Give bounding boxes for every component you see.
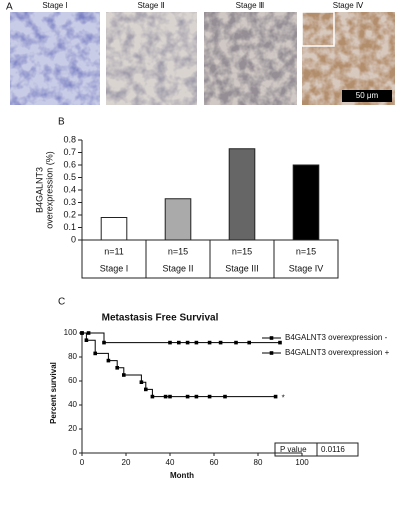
y-tick-label: 20 [68,424,77,433]
panel-label: C [58,297,65,308]
inset-frame [301,11,335,47]
y-tick-label: 0 [73,448,78,457]
y-tick-label: 0.5 [63,172,76,182]
legend-label: B4GALNT3 overexpression - [285,333,388,342]
y-axis-label: Percent survival [49,362,58,424]
y-tick-label: 0.3 [63,197,76,207]
x-tick-label: 80 [254,458,263,467]
sample-size: n=15 [232,246,252,256]
survival-step [141,381,147,390]
p-value-label: P value [280,445,307,454]
x-tick-label: Stage III [225,263,259,273]
x-tick-label: 0 [80,458,85,467]
survival-step [108,360,118,368]
micrograph-texture [302,12,395,105]
bar [292,164,320,241]
x-tick-label: Stage IV [289,263,324,273]
annotation: * [282,394,285,403]
survival-marker [273,394,278,399]
x-tick-label: 20 [122,458,131,467]
survival-step [145,388,153,397]
x-tick-label: 60 [210,458,219,467]
y-tick-label: 100 [64,328,78,337]
panel-label: B [58,117,65,128]
survival-marker [84,338,89,342]
y-tick-label: 40 [68,400,77,409]
survival-step [123,374,142,383]
survival-marker [278,340,282,345]
y-tick-label: 0.4 [63,184,76,194]
survival-marker [106,358,111,363]
y-tick-label: 60 [68,376,77,385]
y-tick-label: 0.2 [63,209,76,219]
bar [100,217,128,241]
y-tick-label: 0 [71,234,76,244]
panel-a: A 50 μm Stage I Stage Ⅱ Stage Ⅲ Stage Ⅳ [6,1,395,105]
sample-size: n=15 [168,246,188,256]
y-tick-label: 80 [68,352,77,361]
sample-size: n=11 [104,246,124,256]
x-tick-label: 100 [295,458,309,467]
stage-label: Stage I [42,1,67,10]
p-value: 0.0116 [321,445,345,454]
legend-label: B4GALNT3 overexpression + [285,348,390,357]
bar [164,198,192,241]
y-tick-label: 0.8 [63,134,76,144]
y-axis-label: B4GALNT3 [34,167,44,213]
micrograph-texture [106,12,197,105]
scale-bar-box [342,90,392,102]
legend-marker [269,351,274,355]
y-tick-label: 0.6 [63,159,76,169]
y-axis-label: overexpression (%) [44,151,54,229]
micrograph-texture [204,12,297,105]
x-axis-label: Month [170,471,194,480]
stage-label: Stage Ⅳ [333,1,364,10]
survival-step [95,352,109,361]
scale-bar-label: 50 μm [356,91,379,100]
y-tick-label: 0.1 [63,222,76,232]
survival-step [117,367,125,375]
x-tick-label: Stage I [100,263,129,273]
stage-label: Stage Ⅲ [236,1,265,10]
stage-label: Stage Ⅱ [137,1,164,10]
panel-label: A [6,2,13,13]
legend-marker [269,336,274,340]
sample-size: n=15 [296,246,316,256]
chart-title: Metastasis Free Survival [102,313,219,324]
micrograph-texture [10,12,100,105]
x-tick-label: 40 [166,458,175,467]
survival-step [88,332,105,343]
x-tick-label: Stage II [162,263,193,273]
survival-step [82,332,87,341]
y-tick-label: 0.7 [63,147,76,157]
bar [228,148,256,241]
survival-step [86,339,96,354]
